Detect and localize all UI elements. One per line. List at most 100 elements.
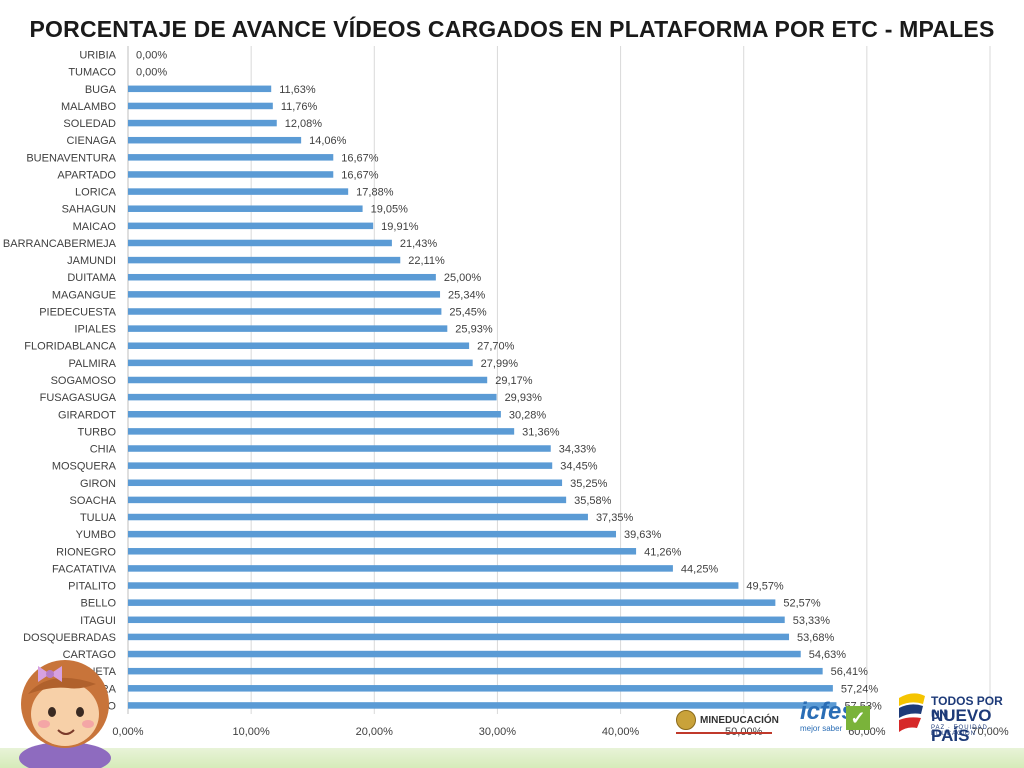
bar — [128, 633, 790, 641]
data-label: 25,45% — [449, 306, 487, 318]
data-label: 53,68% — [797, 632, 835, 644]
category-label: RIONEGRO — [56, 546, 116, 558]
category-label: TULUA — [80, 512, 117, 524]
category-label: SOACHA — [70, 495, 117, 507]
bar — [128, 102, 273, 110]
data-label: 34,45% — [560, 461, 598, 473]
category-label: JAMUNDI — [67, 255, 116, 267]
category-label: ITAGUI — [80, 615, 116, 627]
data-label: 16,67% — [341, 169, 379, 181]
data-label: 35,58% — [574, 495, 612, 507]
category-label: MAICAO — [73, 221, 117, 233]
bar — [128, 222, 374, 230]
data-label: 41,26% — [644, 546, 682, 558]
category-label: BUENAVENTURA — [26, 152, 116, 164]
category-label: SOGAMOSO — [51, 375, 117, 387]
check-icon: ✓ — [846, 706, 870, 730]
data-label: 27,70% — [477, 341, 515, 353]
bar — [128, 154, 334, 161]
bar — [128, 291, 441, 298]
x-tick-label: 70,00% — [971, 726, 1009, 738]
category-label: BUGA — [85, 84, 117, 96]
category-label: CIENAGA — [66, 135, 116, 147]
bar — [128, 239, 392, 247]
bar — [128, 359, 473, 367]
category-label: BARRANCABERMEJA — [3, 238, 117, 250]
bar — [128, 171, 334, 178]
flag-swoosh-icon — [899, 693, 925, 732]
data-label: 37,35% — [596, 512, 634, 524]
category-label: LORICA — [75, 187, 117, 199]
bar — [128, 205, 363, 212]
bar — [128, 85, 272, 93]
bar — [128, 376, 488, 384]
data-label: 35,25% — [570, 478, 608, 490]
bar — [128, 136, 302, 144]
data-label: 17,88% — [356, 187, 394, 199]
data-label: 29,17% — [495, 375, 533, 387]
bar — [128, 548, 637, 555]
tpnp-line1: TODOS POR UN — [931, 694, 1003, 722]
category-label: DUITAMA — [67, 272, 116, 284]
data-label: 49,57% — [746, 581, 784, 593]
data-label: 19,91% — [381, 221, 419, 233]
data-label: 21,43% — [400, 238, 438, 250]
category-label: FUSAGASUGA — [40, 392, 117, 404]
category-label: CARTAGO — [63, 649, 117, 661]
data-label: 19,05% — [371, 204, 409, 216]
data-label: 11,63% — [279, 84, 316, 96]
icfes-logo: icfes mejor saber ✓ — [800, 700, 872, 740]
bar — [128, 702, 837, 709]
category-label: MOSQUERA — [52, 461, 117, 473]
data-label: 14,06% — [309, 135, 347, 147]
category-label: SAHAGUN — [62, 204, 116, 216]
coat-of-arms-icon — [676, 710, 696, 730]
bar — [128, 256, 401, 264]
category-label: MAGANGUE — [52, 289, 116, 301]
data-label: 30,28% — [509, 409, 547, 421]
bar — [128, 650, 801, 658]
x-tick-label: 10,00% — [232, 726, 270, 738]
bar — [128, 496, 567, 504]
data-label: 12,08% — [285, 118, 323, 130]
category-label: YUMBO — [76, 529, 117, 541]
category-label: MALAMBO — [61, 101, 116, 113]
bar — [128, 393, 497, 401]
data-label: 29,93% — [505, 392, 543, 404]
data-label: 0,00% — [136, 67, 167, 79]
category-label: DOSQUEBRADAS — [23, 632, 116, 644]
data-label: 11,76% — [281, 101, 318, 113]
category-label: CHIA — [90, 444, 117, 456]
bar — [128, 479, 563, 487]
bar — [128, 667, 823, 675]
bar — [128, 685, 833, 692]
data-label: 31,36% — [522, 426, 560, 438]
icfes-logo-text: icfes — [800, 698, 855, 725]
bar — [128, 325, 448, 332]
data-label: 25,00% — [444, 272, 482, 284]
x-tick-label: 20,00% — [356, 726, 394, 738]
category-label: APARTADO — [57, 169, 116, 181]
bar — [128, 462, 553, 469]
data-label: 53,33% — [793, 615, 831, 627]
chart-title: PORCENTAJE DE AVANCE VÍDEOS CARGADOS EN … — [29, 16, 995, 42]
data-label: 56,41% — [831, 666, 869, 678]
tpnp-line2: NUEVO PAÍS — [931, 706, 992, 745]
girl-mascot-illustration — [19, 660, 111, 768]
bar — [128, 342, 470, 349]
todos-por-un-nuevo-pais-logo: TODOS POR UN NUEVO PAÍS PAZ · EQUIDAD · … — [895, 686, 1020, 745]
data-label: 25,93% — [455, 324, 493, 336]
data-label: 54,63% — [809, 649, 847, 661]
category-label: PALMIRA — [69, 358, 117, 370]
bar — [128, 565, 673, 572]
bar — [128, 616, 785, 624]
data-label: 34,33% — [559, 444, 597, 456]
bar — [128, 411, 501, 418]
category-label: PIEDECUESTA — [39, 306, 116, 318]
category-label: FLORIDABLANCA — [24, 341, 116, 353]
bar — [128, 308, 442, 315]
bottom-decorative-strip — [0, 748, 1024, 768]
bars — [128, 85, 837, 709]
data-label: 27,99% — [481, 358, 519, 370]
